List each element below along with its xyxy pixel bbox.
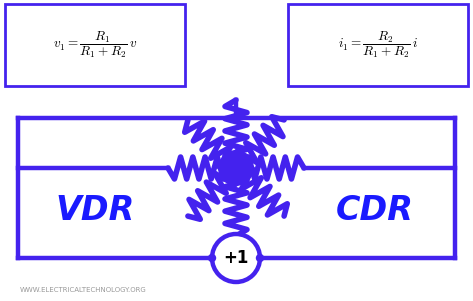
Text: WWW.ELECTRICALTECHNOLOGY.ORG: WWW.ELECTRICALTECHNOLOGY.ORG	[20, 287, 147, 293]
Circle shape	[212, 234, 260, 282]
Text: $v_1 = \dfrac{R_1}{R_1 + R_2}\,v$: $v_1 = \dfrac{R_1}{R_1 + R_2}\,v$	[53, 30, 137, 60]
Text: $i_1 = \dfrac{R_2}{R_1 + R_2}\,i$: $i_1 = \dfrac{R_2}{R_1 + R_2}\,i$	[338, 30, 418, 60]
Text: +1: +1	[223, 249, 249, 267]
Text: CDR: CDR	[336, 194, 414, 226]
FancyBboxPatch shape	[288, 4, 468, 86]
Circle shape	[209, 255, 216, 262]
Circle shape	[256, 255, 263, 262]
FancyBboxPatch shape	[5, 4, 185, 86]
Text: VDR: VDR	[55, 194, 135, 226]
